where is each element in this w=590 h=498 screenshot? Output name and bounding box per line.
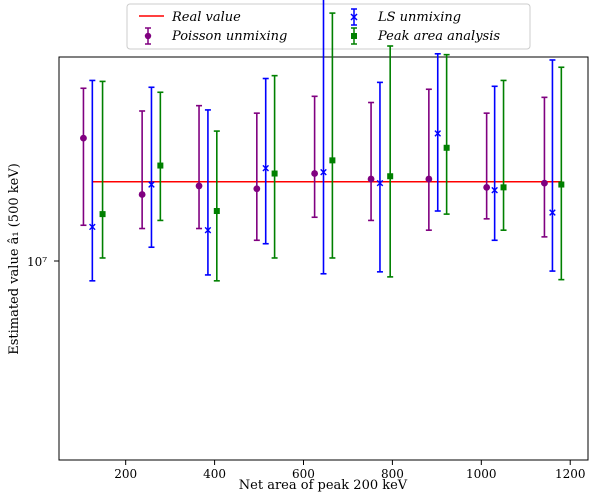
legend-poisson-swatch (144, 27, 152, 45)
errorbar-point (148, 86, 155, 249)
errorbar-point (443, 53, 450, 215)
errorbar-point (500, 79, 507, 231)
legend-ls-swatch (350, 8, 358, 26)
errorbar-point (138, 110, 146, 230)
x-tick-label: 600 (292, 467, 315, 481)
data-point-marker (311, 170, 319, 177)
x-axis: 200 400 600 800 1000 1200 (114, 460, 585, 481)
x-marker-stroke (376, 179, 384, 187)
data-point-marker (425, 175, 433, 183)
errorbar-point (311, 95, 319, 219)
x-marker-stroke (204, 226, 212, 234)
data-point-marker (367, 175, 375, 183)
data-point-marker (549, 209, 556, 216)
data-point-marker (500, 184, 507, 191)
errorbar-point (195, 104, 203, 230)
series-ls-unmixing (89, 0, 556, 282)
errorbar-point (320, 0, 327, 275)
errorbar-point (204, 109, 212, 276)
legend: Real value Poisson unmixing LS unmixing … (126, 3, 531, 50)
errorbar-point (213, 130, 220, 282)
data-point-marker (138, 191, 146, 198)
data-point-marker (387, 173, 394, 180)
data-point-marker (271, 170, 278, 177)
data-point-marker (148, 181, 155, 188)
data-point-marker (89, 223, 96, 231)
errorbar-point (425, 88, 433, 231)
errorbar-point (89, 79, 96, 282)
errorbar-point (157, 91, 164, 222)
errorbar-point (262, 77, 270, 245)
errorbar-point (558, 66, 565, 281)
errorbar-point (329, 12, 336, 259)
errorbar-point (271, 74, 278, 259)
legend-frame (126, 3, 531, 50)
errorbar-point (541, 96, 548, 238)
data-point-marker (376, 179, 384, 187)
x-marker-stroke (262, 164, 270, 172)
data-point-marker (443, 144, 450, 151)
errorbar-point (434, 52, 442, 212)
x-tick-label: 400 (203, 467, 226, 481)
x-marker-stroke (434, 130, 442, 137)
legend-real-value-label: Real value (171, 10, 241, 25)
x-marker-stroke (148, 181, 155, 188)
y-axis-label: Estimated value â₁ (500 keV) (7, 163, 22, 355)
series-peak-area-analysis (99, 12, 565, 282)
errorbar-point (253, 112, 261, 242)
legend-ls-label: LS unmixing (377, 10, 461, 25)
errorbar-point (387, 45, 394, 278)
data-point-marker (541, 179, 548, 187)
series-poisson-unmixing (80, 87, 548, 242)
errorbar-point (99, 80, 106, 259)
y-axis: 10⁷ (27, 255, 59, 269)
x-tick-label: 200 (114, 467, 137, 481)
x-marker-stroke (89, 223, 96, 231)
legend-peak-area-swatch (351, 27, 357, 45)
data-point-marker (483, 183, 491, 191)
data-point-marker (329, 157, 336, 164)
x-marker-stroke (320, 168, 327, 176)
series-layer (80, 0, 565, 282)
data-point-marker (157, 162, 164, 169)
data-point-marker (99, 211, 106, 218)
errorbar-point (491, 85, 498, 242)
legend-poisson-label: Poisson unmixing (171, 29, 287, 44)
x-tick-label: 800 (381, 467, 404, 481)
data-point-marker (558, 181, 565, 188)
errorbar-point (80, 87, 87, 227)
data-point-marker (204, 226, 212, 234)
data-point-marker (213, 208, 220, 215)
data-point-marker (195, 182, 203, 190)
data-point-marker (253, 185, 261, 193)
x-marker-stroke (491, 186, 498, 194)
legend-peak-area-label: Peak area analysis (377, 29, 500, 44)
x-tick-label: 1000 (466, 467, 497, 481)
data-point-marker (491, 186, 498, 194)
x-tick-label: 1200 (555, 467, 586, 481)
y-tick-label-1e7: 10⁷ (27, 255, 47, 269)
data-point-marker (434, 130, 442, 137)
errorbar-point (376, 81, 384, 273)
data-point-marker (320, 168, 327, 176)
x-marker-stroke (549, 209, 556, 216)
data-point-marker (80, 134, 87, 142)
errorbar-point (549, 59, 556, 272)
errorbar-point (367, 101, 375, 222)
data-point-marker (262, 164, 270, 172)
x-axis-label: Net area of peak 200 keV (239, 478, 408, 493)
errorbar-point (483, 112, 491, 220)
